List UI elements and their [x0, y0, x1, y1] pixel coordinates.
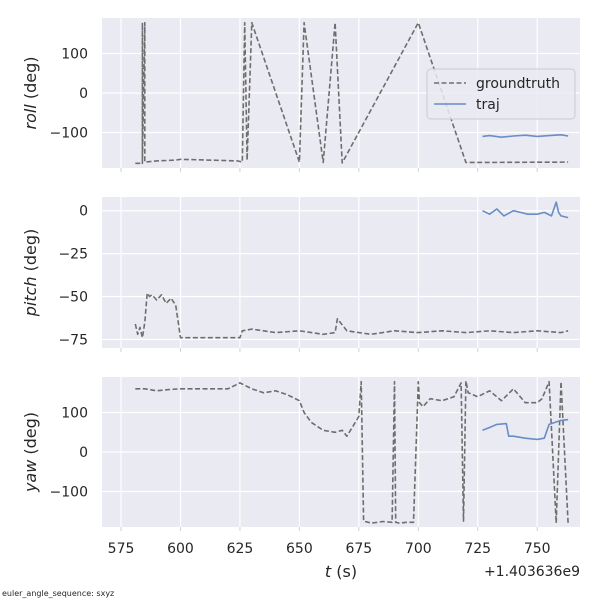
x-tick-label: 650 [286, 541, 313, 557]
y-axis-label-unit: (deg) [21, 229, 40, 277]
x-axis-label: t (s) [325, 562, 357, 581]
y-tick-label: 0 [79, 204, 88, 220]
series-groundtruth-line [134, 292, 569, 339]
y-tick-label: −50 [58, 290, 88, 306]
y-tick-label: −75 [58, 332, 88, 348]
footnote: euler_angle_sequence: sxyz [2, 589, 115, 598]
series-traj-line [482, 418, 569, 441]
legend: groundtruth traj [426, 68, 576, 120]
y-axis-label: roll (deg) [21, 57, 40, 130]
y-axis-label-symbol: roll [21, 104, 40, 130]
x-tick-label: 700 [405, 541, 432, 557]
y-axis-label-unit: (deg) [21, 57, 40, 105]
x-tick-label: 675 [345, 541, 372, 557]
series-traj-line [482, 134, 569, 138]
y-tick-label: −25 [58, 247, 88, 263]
legend-label-groundtruth: groundtruth [476, 76, 560, 92]
y-axis-label-unit: (deg) [21, 412, 40, 460]
y-tick-label: 100 [61, 406, 88, 422]
y-axis-label-symbol: pitch [21, 276, 40, 317]
x-axis-label-symbol: t [325, 562, 332, 581]
y-axis-label: yaw (deg) [21, 412, 40, 493]
y-axis-label: pitch (deg) [21, 229, 40, 318]
y-tick-label: −100 [50, 484, 88, 500]
panel-pitch: 0 −25 −50 −75 pitch (deg) [21, 197, 580, 352]
x-tick-label: 625 [227, 541, 254, 557]
y-tick-label: 100 [61, 47, 88, 63]
x-axis-label-unit: (s) [331, 562, 357, 581]
x-tick-label: 575 [108, 541, 135, 557]
y-axis-label-symbol: yaw [21, 459, 40, 493]
x-tick-label: 600 [167, 541, 194, 557]
y-tick-label: 0 [79, 86, 88, 102]
legend-label-traj: traj [476, 97, 500, 113]
panel-yaw: 100 0 −100 yaw (deg) 575 600 625 650 675 700 725 75… [21, 377, 580, 581]
x-offset-label: +1.403636e9 [484, 564, 580, 580]
x-tick-label: 750 [524, 541, 551, 557]
legend-frame [426, 68, 576, 120]
series-groundtruth-line [135, 380, 569, 524]
y-tick-label: −100 [50, 125, 88, 141]
plot-area [102, 197, 580, 348]
series-groundtruth-line [135, 21, 569, 165]
series-traj-line [482, 201, 569, 219]
panel-roll: 100 0 −100 roll (deg) groundtruth traj [21, 18, 580, 172]
x-tick-label: 725 [464, 541, 491, 557]
y-tick-label: 0 [79, 445, 88, 461]
